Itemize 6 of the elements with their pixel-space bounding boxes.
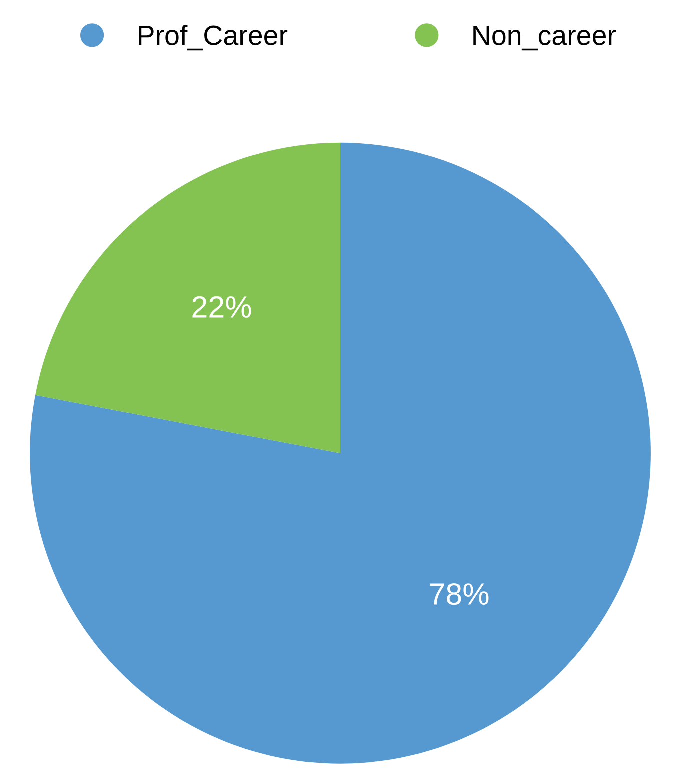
pie-slice xyxy=(30,142,651,764)
legend-label: Prof_Career xyxy=(139,25,288,51)
legend-label: Non_career xyxy=(474,26,616,51)
pie-slice xyxy=(36,142,340,454)
data-label: 78% xyxy=(430,583,489,606)
data-label: 22% xyxy=(192,296,252,318)
